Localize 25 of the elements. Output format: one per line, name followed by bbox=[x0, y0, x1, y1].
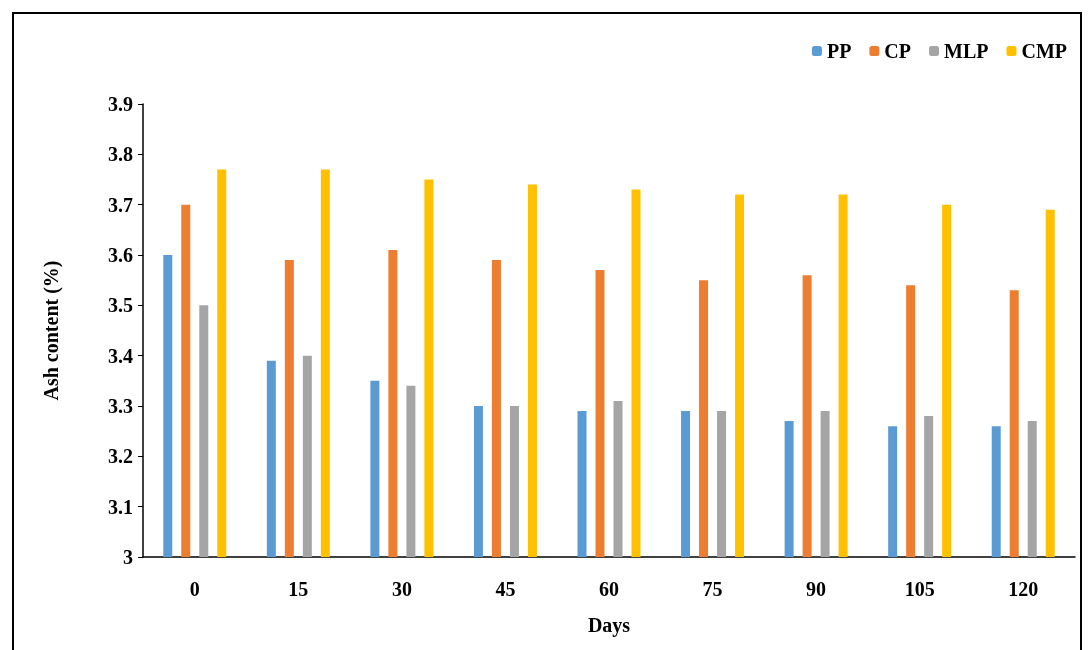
x-tick-label: 60 bbox=[599, 578, 619, 600]
x-tick-label: 45 bbox=[495, 578, 516, 600]
y-tick-label: 3.7 bbox=[108, 193, 133, 216]
legend-label: CP bbox=[884, 40, 912, 62]
y-tick-label: 3.4 bbox=[108, 344, 133, 367]
legend-label: CMP bbox=[1021, 40, 1068, 62]
y-tick-label: 3.9 bbox=[108, 93, 133, 115]
y-tick-label: 3 bbox=[123, 546, 133, 568]
x-tick-label: 75 bbox=[702, 578, 723, 600]
x-tick-label: 105 bbox=[904, 578, 935, 600]
x-axis-title: Days bbox=[587, 614, 631, 637]
y-tick-label: 3.5 bbox=[108, 294, 133, 317]
legend-label: MLP bbox=[944, 40, 989, 62]
y-tick-label: 3.8 bbox=[108, 143, 133, 166]
legend-label: PP bbox=[826, 40, 852, 62]
x-tick-label: 0 bbox=[189, 578, 200, 600]
y-tick-label: 3.6 bbox=[108, 244, 133, 266]
x-tick-label: 15 bbox=[288, 578, 309, 600]
x-tick-label: 30 bbox=[391, 578, 412, 600]
y-tick-label: 3.1 bbox=[108, 495, 133, 518]
x-tick-label: 90 bbox=[806, 578, 827, 600]
y-axis-title: Ash content (%) bbox=[40, 260, 63, 401]
y-tick-label: 3.3 bbox=[108, 395, 133, 417]
x-tick-label: 120 bbox=[1008, 578, 1039, 600]
y-tick-label: 3.2 bbox=[108, 445, 133, 468]
